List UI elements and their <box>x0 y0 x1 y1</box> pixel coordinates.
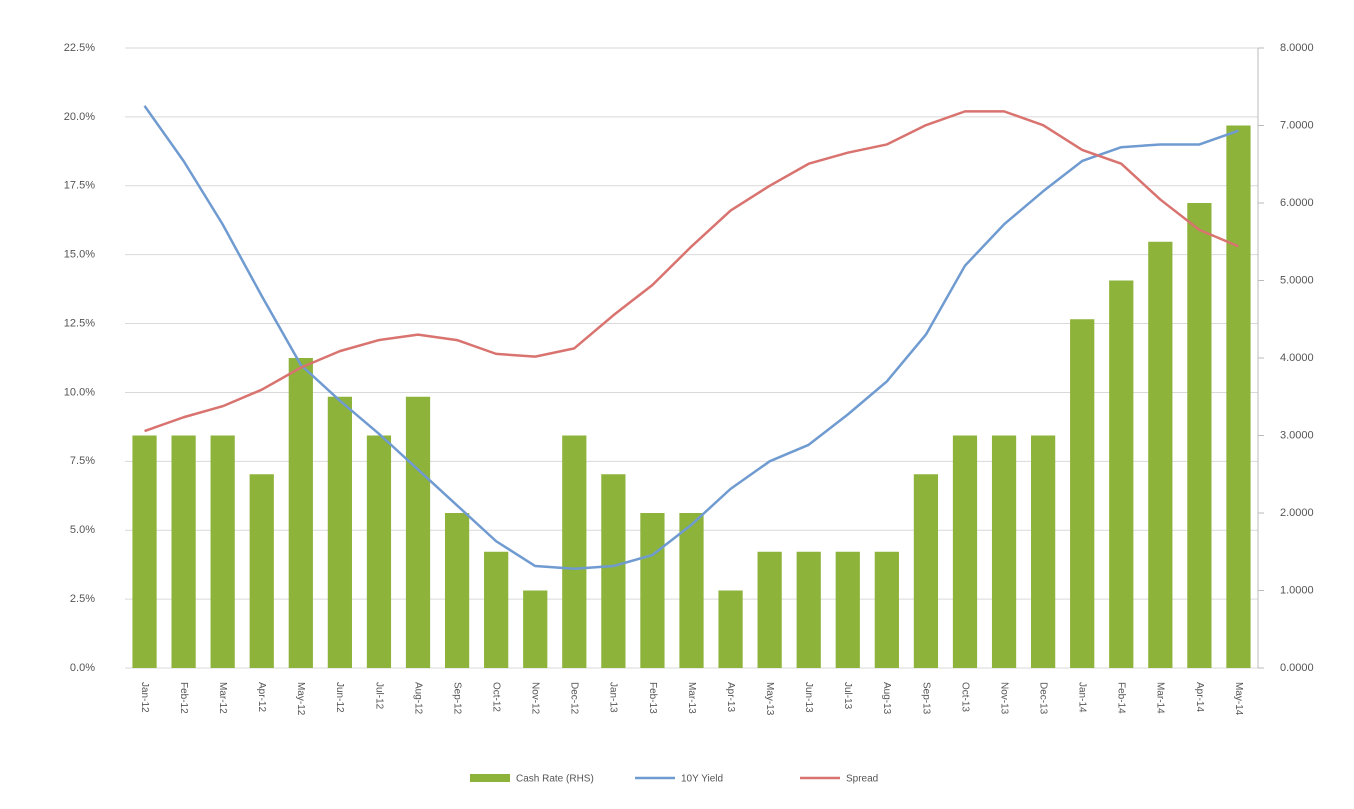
bar <box>171 435 196 668</box>
bar <box>874 551 899 668</box>
x-tick-label: May-14 <box>1233 682 1244 716</box>
x-tick-label: Mar-12 <box>217 682 228 714</box>
y2-tick-label: 8.0000 <box>1280 42 1314 54</box>
x-tick-label: Jan-13 <box>608 682 619 713</box>
x-tick-label: Nov-12 <box>530 682 541 715</box>
y2-tick-label: 7.0000 <box>1280 119 1314 131</box>
bar <box>718 590 743 668</box>
y-tick-label: 17.5% <box>64 180 95 192</box>
bar <box>1109 280 1134 668</box>
x-tick-label: Feb-13 <box>647 682 658 714</box>
y-tick-label: 2.5% <box>70 593 95 605</box>
x-tick-label: Oct-12 <box>491 682 502 712</box>
x-tick-label: Dec-12 <box>569 682 580 715</box>
bar <box>757 551 782 668</box>
y2-tick-label: 2.0000 <box>1280 507 1314 519</box>
x-tick-label: Jul-12 <box>373 682 384 710</box>
x-tick-label: Aug-13 <box>881 682 892 715</box>
y2-tick-label: 6.0000 <box>1280 197 1314 209</box>
bar <box>1148 241 1173 668</box>
y2-tick-label: 5.0000 <box>1280 274 1314 286</box>
bar <box>796 551 821 668</box>
x-tick-label: Aug-12 <box>412 682 423 715</box>
x-tick-label: Jan-14 <box>1077 682 1088 713</box>
y2-tick-label: 4.0000 <box>1280 352 1314 364</box>
x-tick-label: Sep-13 <box>920 682 931 715</box>
bar <box>523 590 548 668</box>
bar <box>952 435 978 668</box>
bar <box>132 435 157 668</box>
x-tick-label: May-13 <box>764 682 775 716</box>
y2-tick-label: 1.0000 <box>1280 584 1314 596</box>
x-tick-label: Jun-12 <box>334 682 345 713</box>
bar <box>913 474 939 668</box>
legend-label: Cash Rate (RHS) <box>516 774 594 785</box>
y-tick-label: 12.5% <box>64 317 95 329</box>
x-tick-label: Jun-13 <box>803 682 814 713</box>
x-tick-label: Apr-12 <box>256 682 267 712</box>
line <box>144 110 1239 433</box>
bar <box>288 358 313 668</box>
bar <box>327 396 352 668</box>
y-tick-label: 15.0% <box>64 249 95 261</box>
x-tick-label: May-12 <box>295 682 306 716</box>
y-tick-label: 20.0% <box>64 111 95 123</box>
x-tick-label: Mar-13 <box>686 682 697 714</box>
x-tick-label: Feb-12 <box>178 682 189 714</box>
x-tick-label: Feb-14 <box>1116 682 1127 714</box>
bar <box>835 551 860 668</box>
legend-label: Spread <box>846 774 878 785</box>
bar <box>1187 203 1212 668</box>
bar <box>1031 435 1056 668</box>
y-tick-label: 0.0% <box>70 662 95 674</box>
bar <box>991 435 1017 668</box>
x-tick-label: Apr-13 <box>725 682 736 712</box>
y-tick-label: 5.0% <box>70 524 95 536</box>
bar <box>1070 319 1095 668</box>
y2-tick-label: 3.0000 <box>1280 429 1314 441</box>
bar <box>210 435 235 668</box>
line <box>143 105 1239 571</box>
bar <box>484 551 509 668</box>
x-tick-label: Mar-14 <box>1155 682 1166 714</box>
legend-label: 10Y Yield <box>681 774 723 785</box>
bar <box>444 513 470 668</box>
y-tick-label: 22.5% <box>64 42 95 54</box>
x-tick-label: Nov-13 <box>998 682 1009 715</box>
y-tick-label: 10.0% <box>64 386 95 398</box>
bar <box>366 435 392 668</box>
x-tick-label: Apr-14 <box>1194 682 1205 712</box>
legend-swatch <box>470 774 510 782</box>
bar <box>405 396 431 668</box>
bar <box>1226 125 1251 668</box>
bar <box>679 513 704 668</box>
x-tick-label: Sep-12 <box>451 682 462 715</box>
x-tick-label: Jan-12 <box>139 682 150 713</box>
y-tick-label: 7.5% <box>70 455 95 467</box>
bar <box>249 474 274 668</box>
x-tick-label: Dec-13 <box>1037 682 1048 715</box>
x-tick-label: Jul-13 <box>842 682 853 710</box>
bar <box>640 513 665 668</box>
x-tick-label: Oct-13 <box>959 682 970 712</box>
bar <box>562 435 587 668</box>
y2-tick-label: 0.0000 <box>1280 662 1314 674</box>
bar <box>601 474 626 668</box>
